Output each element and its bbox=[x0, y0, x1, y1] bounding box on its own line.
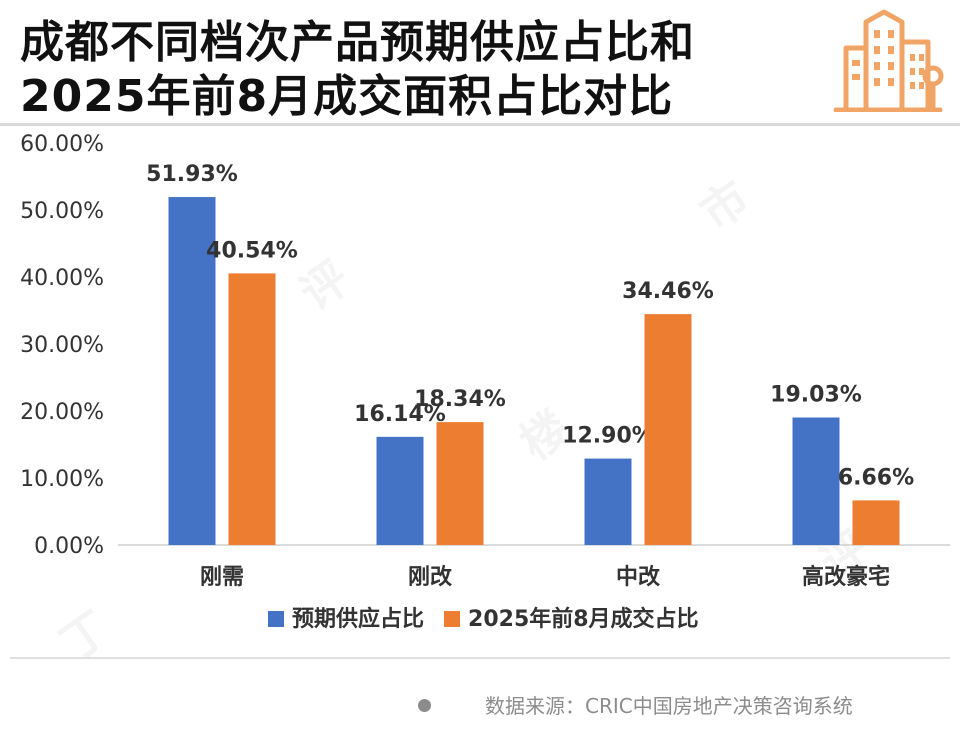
city-buildings-icon bbox=[833, 9, 944, 112]
y-tick-label: 50.00% bbox=[20, 199, 104, 224]
data-label: 16.14% bbox=[354, 402, 446, 427]
y-tick-label: 60.00% bbox=[20, 132, 104, 157]
bar-transaction bbox=[644, 314, 692, 545]
x-tick-label: 刚需 bbox=[200, 565, 244, 590]
data-source-text: 数据来源：CRIC中国房地产决策咨询系统 bbox=[485, 694, 853, 718]
x-tick-label: 中改 bbox=[616, 564, 661, 590]
legend-swatch bbox=[444, 611, 461, 627]
x-tick-label: 刚改 bbox=[408, 564, 453, 590]
y-tick-label: 40.00% bbox=[20, 266, 104, 291]
bullet-icon bbox=[418, 699, 431, 712]
data-source: 数据来源：CRIC中国房地产决策咨询系统 bbox=[418, 690, 853, 719]
title-divider bbox=[0, 123, 960, 126]
legend-label: 2025年前8月成交占比 bbox=[468, 606, 699, 632]
bar-supply bbox=[584, 458, 632, 545]
x-tick-label: 高改豪宅 bbox=[802, 564, 890, 590]
y-tick-label: 20.00% bbox=[20, 400, 104, 425]
legend-swatch bbox=[268, 611, 284, 627]
chart-title-line-1: 成都不同档次产品预期供应占比和 bbox=[20, 17, 695, 68]
data-label: 40.54% bbox=[206, 238, 298, 263]
bar-transaction bbox=[228, 273, 276, 545]
data-label: 19.03% bbox=[770, 382, 862, 407]
bar-supply bbox=[376, 436, 424, 545]
data-label: 51.93% bbox=[146, 162, 238, 187]
y-tick-label: 0.00% bbox=[34, 534, 104, 559]
chart-title-line-2: 2025年前8月成交面积占比对比 bbox=[20, 71, 674, 122]
bar-supply bbox=[168, 197, 216, 545]
data-label: 6.66% bbox=[838, 465, 914, 490]
data-label: 34.46% bbox=[622, 279, 714, 304]
data-label: 18.34% bbox=[414, 387, 506, 412]
bar-chart: 0.00% 10.00% 20.00% 30.00% 40.00% 50.00% 60.00… bbox=[20, 132, 950, 632]
y-tick-label: 10.00% bbox=[20, 467, 104, 492]
legend-label: 预期供应占比 bbox=[292, 606, 424, 632]
data-label: 12.90% bbox=[562, 424, 654, 449]
footer-divider bbox=[10, 657, 950, 659]
bar-transaction bbox=[436, 422, 484, 545]
y-tick-label: 30.00% bbox=[20, 333, 104, 358]
bar-transaction bbox=[852, 500, 900, 545]
bar-supply bbox=[792, 417, 840, 545]
